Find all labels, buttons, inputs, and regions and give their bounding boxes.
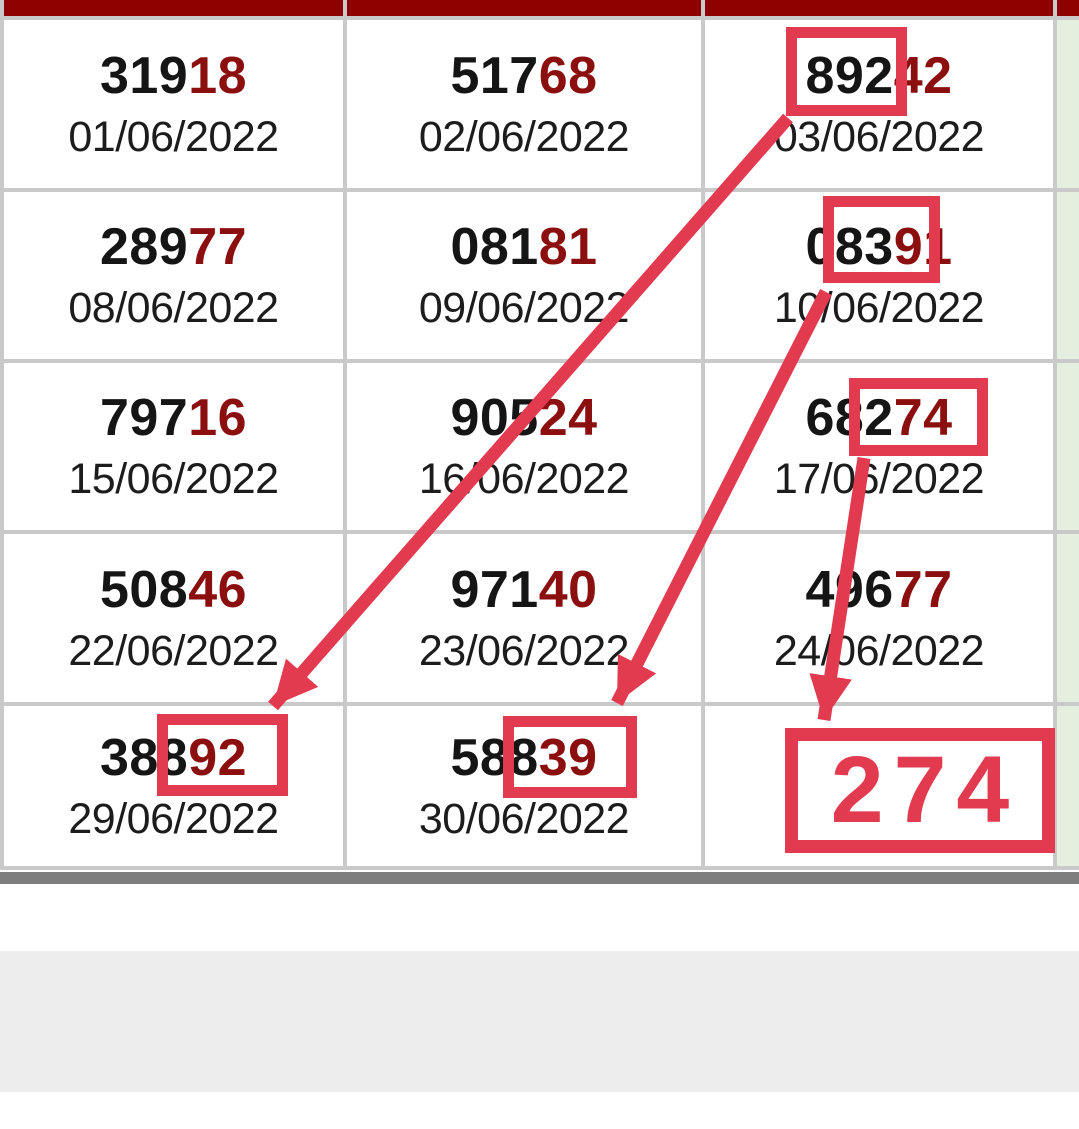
result-highlight-box: 274 [785, 728, 1055, 853]
next-column-strip [1057, 706, 1079, 866]
result-cell: 90524 16/06/2022 [347, 363, 701, 530]
next-column-strip [1057, 363, 1079, 530]
result-summary-cell: 274 [705, 706, 1055, 866]
draw-number: 38892 [99, 728, 248, 787]
result-cell: 31918 01/06/2022 [4, 20, 343, 188]
draw-date: 08/06/2022 [68, 284, 279, 332]
result-cell: 58839 30/06/2022 [347, 706, 701, 866]
draw-number: 49677 [805, 560, 953, 619]
header-cell [705, 0, 1053, 16]
next-column-strip [1057, 192, 1079, 359]
draw-number: 58839 [450, 728, 598, 787]
draw-number: 50846 [99, 560, 248, 619]
result-cell: 49677 24/06/2022 [705, 534, 1053, 702]
result-cell: 08181 09/06/2022 [347, 192, 701, 359]
bottom-panel [0, 951, 1079, 1092]
table-bottom-bar [0, 872, 1079, 884]
result-value: 274 [830, 737, 1020, 843]
result-cell: 08391 10/06/2022 [705, 192, 1053, 359]
draw-date: 24/06/2022 [773, 626, 985, 675]
results-table: 31918 01/06/2022 51768 02/06/2022 89242 … [0, 0, 1079, 870]
draw-date: 17/06/2022 [773, 455, 985, 503]
draw-number: 97140 [450, 560, 598, 619]
draw-number: 31918 [99, 46, 248, 105]
draw-number: 51768 [450, 46, 598, 105]
header-cell [1057, 0, 1079, 16]
draw-date: 10/06/2022 [773, 284, 985, 332]
draw-number: 90524 [450, 389, 598, 447]
draw-date: 02/06/2022 [418, 112, 630, 161]
draw-number: 79716 [99, 389, 248, 447]
draw-date: 09/06/2022 [418, 284, 630, 332]
draw-number: 89242 [805, 46, 953, 105]
result-cell: 79716 15/06/2022 [4, 363, 343, 530]
draw-date: 15/06/2022 [68, 455, 279, 503]
next-column-strip [1057, 20, 1079, 188]
draw-date: 22/06/2022 [68, 626, 279, 675]
draw-number: 08181 [450, 218, 598, 276]
draw-number: 28977 [99, 218, 248, 276]
draw-number: 68274 [805, 389, 953, 447]
draw-date: 03/06/2022 [773, 112, 985, 161]
draw-date: 30/06/2022 [418, 794, 630, 843]
result-cell: 50846 22/06/2022 [4, 534, 343, 702]
draw-date: 01/06/2022 [68, 112, 279, 161]
result-cell: 38892 29/06/2022 [4, 706, 343, 866]
draw-date: 29/06/2022 [68, 794, 279, 843]
draw-number: 08391 [805, 218, 953, 276]
result-cell: 68274 17/06/2022 [705, 363, 1053, 530]
result-cell: 51768 02/06/2022 [347, 20, 701, 188]
result-cell: 89242 03/06/2022 [705, 20, 1053, 188]
result-cell: 97140 23/06/2022 [347, 534, 701, 702]
draw-date: 23/06/2022 [418, 626, 630, 675]
header-cell [347, 0, 701, 16]
next-column-strip [1057, 534, 1079, 702]
draw-date: 16/06/2022 [418, 455, 630, 503]
header-cell [4, 0, 343, 16]
result-cell: 28977 08/06/2022 [4, 192, 343, 359]
